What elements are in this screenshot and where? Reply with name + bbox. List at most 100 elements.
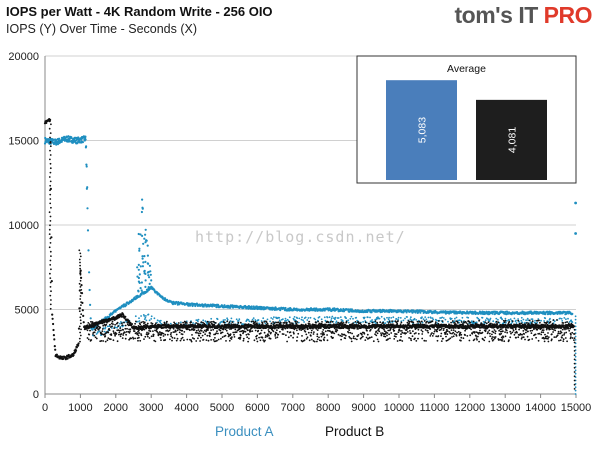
product-a-scatter-point: [350, 315, 353, 318]
product-b-scatter-point: [399, 330, 401, 332]
product-a-scatter-point: [537, 318, 540, 320]
product-a-spike-point: [144, 260, 147, 263]
product-a-scatter-point: [210, 317, 213, 320]
product-b-scatter-point: [483, 339, 486, 342]
product-a-spike-point: [136, 275, 139, 278]
product-b-scatter-point: [144, 335, 147, 338]
product-b-scatter-point: [449, 337, 452, 340]
product-b-scatter-point: [139, 323, 142, 326]
product-b-scatter-point: [246, 336, 249, 339]
product-b-scatter-point: [486, 332, 489, 335]
product-b-scatter-point: [268, 330, 271, 333]
product-a-spike-point: [139, 265, 142, 268]
product-b-scatter-point: [390, 332, 393, 334]
product-b-drop-point: [49, 184, 52, 187]
product-b-point: [82, 314, 85, 317]
product-b-scatter-point: [537, 332, 540, 335]
product-b-scatter-point: [331, 320, 334, 323]
product-b-scatter-point: [434, 321, 437, 324]
product-a-scatter-point: [114, 326, 117, 329]
product-b-scatter-point: [128, 331, 131, 334]
product-b-scatter-point: [336, 329, 339, 332]
product-b-scatter-point: [118, 333, 120, 336]
product-a-scatter-point: [481, 316, 484, 319]
product-a-scatter-point: [424, 316, 427, 318]
product-b-point: [51, 317, 54, 320]
product-b-scatter-point: [101, 330, 104, 332]
product-a-scatter-point: [489, 317, 492, 320]
x-tick-label-2000: 2000: [104, 402, 128, 414]
product-a-scatter-point: [208, 320, 211, 323]
product-a-scatter-point: [347, 319, 350, 322]
product-b-scatter-point: [542, 331, 545, 334]
product-b-end-drop-point: [573, 388, 576, 390]
product-b-scatter-point: [384, 335, 387, 338]
product-b-scatter-point: [545, 328, 548, 331]
product-b-scatter-point: [420, 320, 423, 323]
product-b-scatter-point: [363, 332, 366, 335]
product-b-scatter-point: [570, 322, 573, 325]
product-b-scatter-point: [254, 320, 257, 323]
product-b-scatter-point: [239, 336, 242, 339]
product-a-scatter-point: [134, 315, 137, 318]
product-b-scatter-point: [138, 336, 140, 339]
x-tick-label-6000: 6000: [245, 402, 269, 414]
product-b-scatter-point: [494, 332, 497, 335]
product-a-scatter-point: [409, 318, 412, 320]
product-b-scatter-point: [320, 335, 323, 338]
product-a-scatter-point: [477, 317, 480, 320]
product-a-spike-point: [138, 281, 141, 284]
product-b-scatter-point: [286, 340, 288, 343]
product-b-scatter-point: [321, 321, 323, 323]
product-b-scatter-point: [551, 322, 554, 325]
product-b-scatter-point: [208, 322, 210, 325]
product-a-end-drop-point: [574, 325, 577, 328]
product-a-point: [549, 313, 552, 316]
product-b-scatter-point: [169, 333, 172, 336]
product-b-scatter-point: [109, 323, 111, 326]
product-b-scatter-point: [405, 332, 407, 334]
product-b-scatter-point: [114, 334, 116, 337]
product-b-scatter-point: [295, 322, 298, 325]
product-b-spike-point: [80, 276, 82, 279]
product-b-drop-point: [49, 132, 52, 135]
product-b-scatter-point: [164, 333, 167, 336]
product-b-scatter-point: [193, 337, 196, 340]
product-a-spike-point: [141, 255, 144, 258]
product-b-scatter-point: [519, 323, 521, 326]
product-b-scatter-point: [100, 340, 103, 342]
product-b-scatter-point: [138, 329, 140, 332]
product-b-scatter-point: [322, 332, 325, 334]
product-b-scatter-point: [247, 340, 250, 343]
product-b-scatter-point: [389, 328, 392, 331]
product-b-scatter-point: [264, 336, 267, 338]
product-b-scatter-point: [249, 330, 252, 333]
product-a-spike-point: [149, 273, 152, 276]
product-a-scatter-point: [520, 319, 523, 322]
product-b-scatter-point: [266, 335, 269, 338]
product-a-point: [87, 249, 90, 252]
product-b-scatter-point: [457, 322, 459, 324]
product-b-scatter-point: [531, 329, 534, 332]
product-b-scatter-point: [420, 323, 422, 326]
product-b-scatter-point: [190, 340, 193, 343]
product-b-point: [129, 321, 132, 324]
product-a-scatter-point: [571, 321, 574, 323]
product-a-scatter-point: [238, 318, 241, 321]
product-a-point: [252, 305, 255, 308]
product-b-scatter-point: [400, 330, 403, 332]
product-b-point: [340, 326, 343, 330]
product-b-scatter-point: [279, 321, 282, 324]
product-b-spike-point: [79, 264, 81, 267]
product-b-scatter-point: [513, 333, 516, 336]
product-b-spike-point: [78, 282, 81, 285]
product-b-scatter-point: [304, 323, 307, 326]
product-b-scatter-point: [547, 337, 549, 340]
product-b-scatter-point: [339, 334, 342, 337]
product-b-scatter-point: [246, 329, 249, 332]
product-b-scatter-point: [318, 336, 320, 339]
product-b-scatter-point: [170, 332, 173, 334]
product-a-scatter-point: [237, 320, 240, 322]
product-b-point: [468, 326, 471, 330]
product-b-scatter-point: [559, 330, 562, 333]
